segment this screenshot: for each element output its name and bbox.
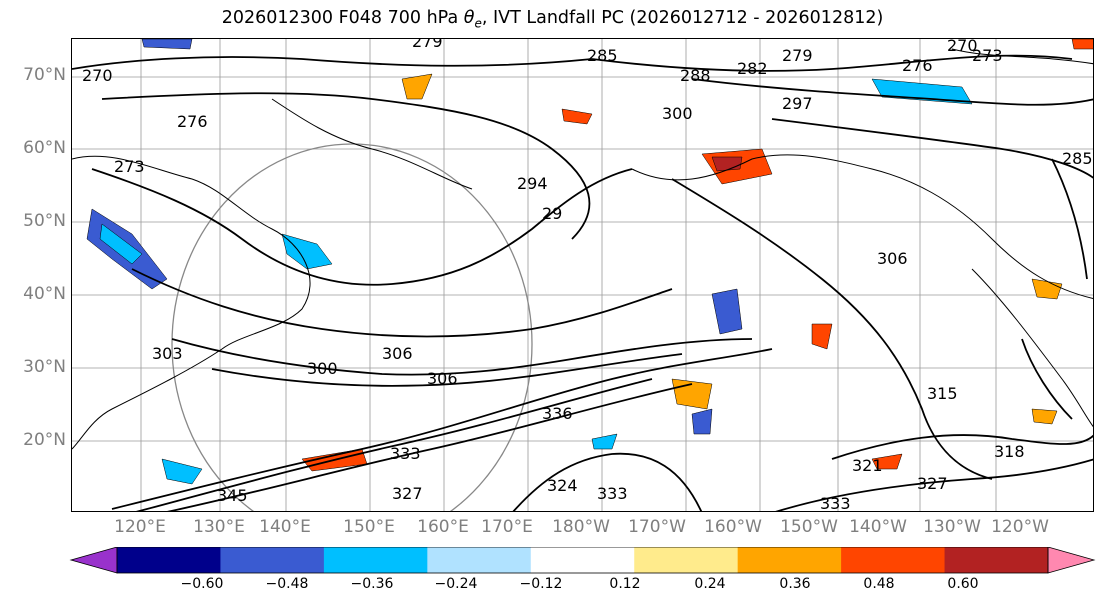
contour-label: 270 [82,66,113,85]
colorbar-tick: −0.36 [350,576,394,592]
colorbar-segment [220,547,325,573]
colorbar-segment [530,547,635,573]
theta-e-contours [72,54,1093,511]
colorbar-segment [323,547,428,573]
pc-shading [86,39,1093,485]
contour-label: 297 [782,94,813,113]
contour-label: 279 [782,46,813,65]
colorbar-tick: −0.24 [434,576,478,592]
colorbar-tick: 0.48 [863,576,895,592]
lat-label-60: 60°N [23,138,66,158]
contour-label: 29 [542,204,562,223]
colorbar-tick: −0.48 [265,576,309,592]
colorbar-extend-min [69,547,118,574]
colorbar-tick: 0.60 [947,576,979,592]
lon-label: 140°W [849,517,907,537]
lon-label: 150°E [343,517,395,537]
contour-label: 327 [917,474,948,493]
contour-label: 306 [877,249,908,268]
colorbar-frame [116,547,1049,574]
colorbar-segment [117,547,221,573]
lat-label-70: 70°N [23,65,66,85]
map-panel: 279 285 279 270 273 288 282 276 297 300 … [71,38,1094,512]
lon-label: 140°E [259,517,311,537]
contour-label: 321 [852,456,883,475]
lon-label: 180°W [552,517,610,537]
contour-label: 315 [927,384,958,403]
lon-label: 130°W [923,517,981,537]
lat-label-30: 30°N [23,357,66,377]
contour-label: 270 [947,39,978,55]
lat-label-20: 20°N [23,430,66,450]
colorbar-segment [841,547,946,573]
colorbar-segment [737,547,842,573]
contour-label: 288 [680,66,711,85]
lon-label: 160°E [417,517,469,537]
colorbar-segment [634,547,739,573]
lat-label-50: 50°N [23,211,66,231]
coastlines [72,48,1093,450]
gridlines [72,39,1093,511]
contour-label: 300 [662,104,693,123]
contour-label: 273 [114,157,145,176]
contour-label: 306 [382,344,413,363]
lon-label: 170°W [628,517,686,537]
contour-label: 285 [1062,149,1093,168]
map-title: 2026012300 F048 700 hPa θe, IVT Landfall… [221,8,884,31]
lon-label: 160°W [704,517,762,537]
contour-label: 324 [547,476,578,495]
colorbar-tick: 0.36 [779,576,811,592]
contour-labels: 279 285 279 270 273 288 282 276 297 300 … [82,39,1093,512]
map-canvas: 279 285 279 270 273 288 282 276 297 300 … [72,39,1093,512]
lon-label: 170°E [481,517,533,537]
colorbar-segment [944,547,1049,573]
lat-label-40: 40°N [23,284,66,304]
contour-label: 306 [427,369,458,388]
contour-label: 333 [597,484,628,503]
contour-label: 279 [412,39,443,51]
contour-label: 327 [392,484,423,503]
contour-label: 273 [972,46,1003,65]
lon-label: 130°E [193,517,245,537]
contour-label: 303 [152,344,183,363]
contour-label: 294 [517,174,548,193]
landfall-ring [171,143,533,511]
contour-label: 300 [307,359,338,378]
colorbar-tick: 0.24 [694,576,726,592]
colorbar-tick: −0.60 [180,576,224,592]
lon-label: 120°W [991,517,1049,537]
contour-label: 276 [177,112,208,131]
colorbar-extend-max [1047,547,1096,574]
contour-label: 336 [542,404,573,423]
colorbar-tick: −0.12 [519,576,563,592]
colorbar [69,547,1096,574]
colorbar-tick: 0.12 [609,576,641,592]
contour-label: 333 [390,444,421,463]
contour-label: 285 [587,46,618,65]
contour-label: 282 [737,59,768,78]
contour-label: 345 [217,486,248,505]
contour-label: 318 [994,442,1025,461]
lon-label: 120°E [114,517,166,537]
contour-label: 333 [820,494,851,512]
lon-label: 150°W [780,517,838,537]
colorbar-segment [427,547,532,573]
contour-label: 276 [902,56,933,75]
